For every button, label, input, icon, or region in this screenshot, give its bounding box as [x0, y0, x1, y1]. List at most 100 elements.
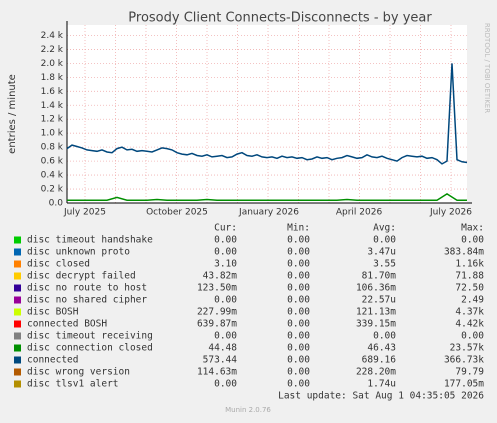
y-tick-label: 0.8 k: [41, 143, 64, 153]
legend-swatch: [14, 284, 21, 292]
legend-label: connected: [27, 355, 78, 366]
y-tick-label: 1.8 k: [41, 73, 64, 83]
legend-stat: 3.55: [373, 259, 396, 270]
series-line: [66, 63, 468, 165]
x-tick-label: January 2026: [238, 208, 299, 218]
y-tick-label: 0.0: [49, 199, 64, 209]
legend-swatch: [14, 296, 21, 304]
x-tick-label: July 2026: [429, 208, 472, 218]
y-tick-label: 1.4 k: [41, 101, 64, 111]
legend-swatch: [14, 248, 21, 256]
legend-label: disc unknown proto: [27, 247, 130, 258]
legend-stat: 72.50: [455, 283, 484, 294]
legend-stat: 0.00: [287, 343, 310, 354]
legend-stat: 0.00: [287, 247, 310, 258]
y-tick-label: 2.2 k: [41, 45, 64, 55]
legend-stat: 71.88: [455, 271, 484, 282]
last-update: Last update: Sat Aug 1 04:35:05 2026: [278, 391, 484, 402]
y-tick-label: 0.6 k: [41, 157, 64, 167]
legend-stat: 43.82m: [203, 271, 238, 282]
legend-stat: 106.36m: [356, 283, 396, 294]
y-tick-label: 0.2 k: [41, 185, 64, 195]
legend-stat: 0.00: [287, 259, 310, 270]
legend-swatch: [14, 344, 21, 352]
legend-stat: 4.42k: [455, 319, 484, 330]
x-tick-label: July 2025: [63, 208, 106, 218]
legend-label: disc timeout receiving: [27, 331, 153, 342]
legend-stat: 1.74u: [367, 379, 396, 390]
legend-label: disc decrypt failed: [27, 271, 136, 282]
x-tick-label: October 2025: [146, 208, 208, 218]
legend-stat: 79.79: [455, 367, 484, 378]
legend-stat: 0.00: [214, 247, 237, 258]
legend-swatch: [14, 320, 21, 328]
legend-swatch: [14, 332, 21, 340]
legend-swatch: [14, 380, 21, 388]
legend-swatch: [14, 236, 21, 244]
x-tick-label: April 2026: [336, 208, 383, 218]
legend-label: connected BOSH: [27, 319, 107, 330]
legend-swatch: [14, 356, 21, 364]
legend-stat: 0.00: [214, 235, 237, 246]
legend-stat: 0.00: [287, 319, 310, 330]
legend-stat: 0.00: [461, 331, 484, 342]
legend-stat: 0.00: [373, 235, 396, 246]
legend-header: Min:: [287, 223, 310, 234]
legend-stat: 121.13m: [356, 307, 396, 318]
legend-label: disc wrong version: [27, 367, 130, 378]
legend-stat: 228.20m: [356, 367, 396, 378]
chart-title: Prosody Client Connects-Disconnects - by…: [128, 11, 432, 26]
y-tick-label: 0.4 k: [41, 171, 64, 181]
legend-stat: 0.00: [461, 235, 484, 246]
legend-stat: 0.00: [214, 331, 237, 342]
legend-stat: 123.50m: [197, 283, 237, 294]
plot-area: [67, 25, 467, 203]
legend-stat: 0.00: [287, 283, 310, 294]
legend-stat: 23.57k: [450, 343, 485, 354]
y-tick-label: 2.0 k: [41, 59, 64, 69]
legend-stat: 0.00: [287, 355, 310, 366]
legend-label: disc no route to host: [27, 283, 147, 294]
legend-stat: 1.16k: [455, 259, 484, 270]
legend-stat: 81.70m: [362, 271, 397, 282]
legend-stat: 0.00: [287, 331, 310, 342]
legend-stat: 0.00: [287, 307, 310, 318]
legend-stat: 177.05m: [444, 379, 484, 390]
legend-header: Avg:: [373, 223, 396, 234]
legend-stat: 0.00: [287, 295, 310, 306]
legend-label: disc no shared cipher: [27, 295, 147, 306]
legend-stat: 366.73k: [444, 355, 484, 366]
legend-stat: 44.48: [208, 343, 237, 354]
legend-swatch: [14, 260, 21, 268]
series-line: [67, 193, 467, 201]
legend-stat: 639.87m: [197, 319, 237, 330]
legend-stat: 0.00: [287, 367, 310, 378]
legend-stat: 4.37k: [455, 307, 484, 318]
legend-stat: 2.49: [461, 295, 484, 306]
legend-stat: 0.00: [214, 379, 237, 390]
legend-swatch: [14, 272, 21, 280]
legend-stat: 689.16: [362, 355, 397, 366]
legend-header: Max:: [461, 223, 484, 234]
legend-stat: 3.10: [214, 259, 237, 270]
legend-label: disc closed: [27, 259, 90, 270]
y-tick-label: 2.4 k: [41, 31, 64, 41]
legend-stat: 22.57u: [362, 295, 396, 306]
legend-stat: 0.00: [287, 235, 310, 246]
legend-stat: 114.63m: [197, 367, 237, 378]
legend-label: disc connection closed: [27, 343, 153, 354]
legend-stat: 3.47u: [367, 247, 396, 258]
legend-stat: 383.84m: [444, 247, 484, 258]
legend-label: disc tlsv1 alert: [27, 379, 119, 390]
legend-label: disc timeout handshake: [27, 235, 153, 246]
y-tick-label: 1.2 k: [41, 115, 64, 125]
y-tick-label: 1.6 k: [41, 87, 64, 97]
legend-stat: 46.43: [367, 343, 396, 354]
side-text: RRDTOOL / TOBI OETIKER: [483, 23, 491, 113]
legend-stat: 0.00: [287, 271, 310, 282]
legend-stat: 0.00: [214, 295, 237, 306]
footer: Munin 2.0.76: [225, 406, 271, 414]
y-axis-label: entries / minute: [7, 74, 18, 154]
